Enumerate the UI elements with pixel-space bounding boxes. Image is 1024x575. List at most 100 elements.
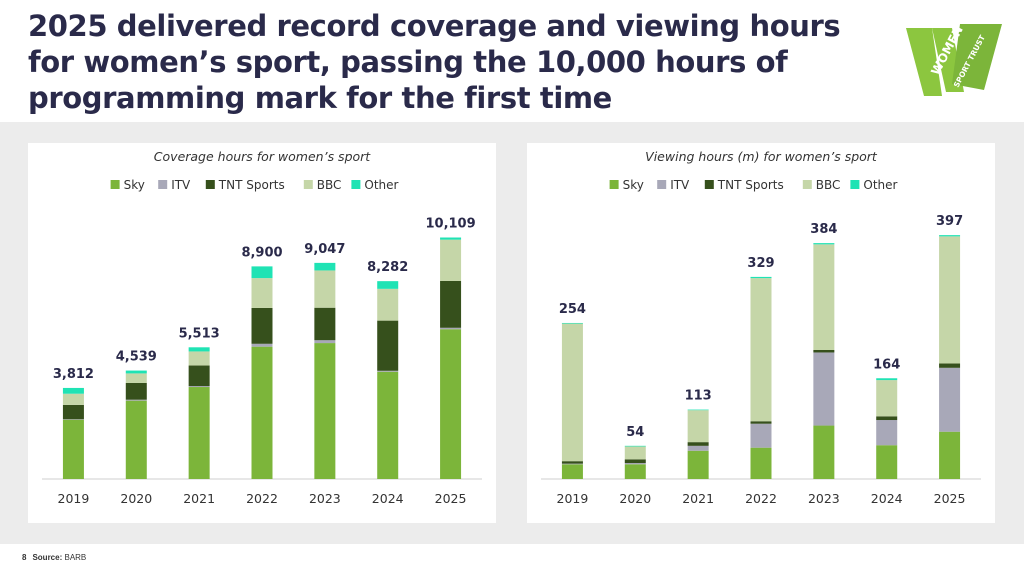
bar-other-2024 (876, 378, 898, 381)
legend-label-itv: ITV (670, 178, 690, 192)
bar-itv-2020 (125, 399, 147, 401)
bar-sky-2023 (813, 425, 835, 479)
bar-sky-2021 (188, 387, 210, 479)
x-tick-label-2022: 2022 (745, 491, 777, 506)
bar-sky-2019 (62, 419, 84, 479)
bar-sky-2020 (624, 464, 646, 479)
source-label: Source: (32, 553, 63, 562)
bar-tnt-sports-2021 (188, 365, 210, 387)
legend-swatch-sky (609, 180, 619, 189)
bar-other-2019 (62, 387, 84, 394)
bar-other-2019 (561, 322, 583, 324)
legend-swatch-bbc (303, 180, 313, 189)
total-label-2021: 5,513 (179, 326, 220, 341)
x-tick-label-2023: 2023 (309, 491, 341, 506)
x-tick-label-2020: 2020 (619, 491, 651, 506)
bar-sky-2022 (251, 346, 273, 479)
legend-swatch-other (351, 180, 361, 189)
bar-tnt-sports-2021 (687, 442, 709, 446)
total-label-2020: 4,539 (116, 350, 157, 365)
bar-sky-2019 (561, 464, 583, 479)
bar-bbc-2021 (188, 351, 210, 366)
chart-legend: Sky ITV TNT Sports BBC Other (609, 178, 898, 192)
bar-sky-2024 (876, 445, 898, 479)
bar-other-2025 (939, 235, 961, 237)
total-label-2024: 8,282 (367, 260, 408, 275)
bar-itv-2019 (561, 463, 583, 465)
x-tick-label-2025: 2025 (435, 491, 467, 506)
legend-label-other: Other (364, 178, 398, 192)
chart-legend: Sky ITV TNT Sports BBC Other (110, 178, 399, 192)
bar-tnt-sports-2020 (125, 382, 147, 400)
legend-swatch-itv (158, 180, 168, 189)
bar-itv-2022 (750, 423, 772, 448)
bar-tnt-sports-2025 (440, 280, 462, 328)
bar-other-2023 (314, 262, 336, 271)
source-value: BARB (64, 553, 87, 562)
x-tick-label-2020: 2020 (120, 491, 152, 506)
bar-itv-2021 (687, 445, 709, 451)
legend-swatch-itv (657, 180, 667, 189)
logo-shape-right (952, 24, 1002, 90)
legend-label-itv: ITV (171, 178, 191, 192)
bar-tnt-sports-2022 (750, 421, 772, 424)
bar-bbc-2023 (813, 244, 835, 350)
legend-swatch-bbc (802, 180, 812, 189)
bar-itv-2024 (377, 370, 399, 372)
chart-title: Viewing hours (m) for women’s sport (645, 149, 878, 164)
bar-bbc-2024 (876, 380, 898, 417)
bar-other-2023 (813, 243, 835, 245)
bar-itv-2020 (624, 463, 646, 465)
bar-bbc-2020 (624, 446, 646, 460)
logo-shape-left (906, 28, 942, 96)
bar-sky-2025 (440, 329, 462, 479)
bar-itv-2021 (188, 386, 210, 388)
legend-label-sky: Sky (623, 178, 644, 192)
bar-other-2022 (750, 276, 772, 279)
bar-tnt-sports-2024 (876, 416, 898, 421)
bar-sky-2024 (377, 371, 399, 479)
x-tick-label-2019: 2019 (557, 491, 589, 506)
bar-tnt-sports-2022 (251, 307, 273, 344)
legend-swatch-other (850, 180, 860, 189)
x-tick-label-2021: 2021 (682, 491, 714, 506)
bar-tnt-sports-2019 (561, 461, 583, 464)
footer: 8 Source: BARB (22, 553, 86, 562)
x-tick-label-2024: 2024 (372, 491, 404, 506)
bar-sky-2021 (687, 450, 709, 479)
bar-other-2024 (377, 281, 399, 289)
bar-bbc-2020 (125, 373, 147, 383)
bar-sky-2023 (314, 343, 336, 479)
total-label-2025: 10,109 (425, 217, 475, 232)
bar-itv-2023 (813, 352, 835, 426)
x-tick-label-2021: 2021 (183, 491, 215, 506)
total-label-2025: 397 (936, 214, 963, 229)
bar-other-2021 (188, 347, 210, 352)
total-label-2023: 9,047 (304, 242, 345, 257)
coverage-chart-panel: Coverage hours for women’s sport Sky ITV TN… (28, 143, 496, 523)
coverage-hours-chart: Coverage hours for women’s sport Sky ITV TN… (42, 149, 482, 506)
bar-bbc-2025 (440, 239, 462, 281)
bar-tnt-sports-2020 (624, 459, 646, 464)
womens-sport-trust-logo: WOMEN’S SPORT TRUST (906, 18, 1002, 96)
bar-other-2022 (251, 266, 273, 279)
total-label-2023: 384 (810, 222, 837, 237)
bar-tnt-sports-2019 (62, 404, 84, 420)
bar-bbc-2025 (939, 236, 961, 364)
bar-itv-2024 (876, 420, 898, 446)
total-label-2019: 254 (559, 302, 586, 317)
legend-label-tnt-sports: TNT Sports (218, 178, 285, 192)
bar-tnt-sports-2023 (314, 307, 336, 341)
bar-bbc-2024 (377, 288, 399, 321)
bar-bbc-2019 (561, 323, 583, 462)
total-label-2024: 164 (873, 357, 900, 372)
bar-sky-2022 (750, 447, 772, 479)
total-label-2020: 54 (626, 425, 644, 440)
x-tick-label-2023: 2023 (808, 491, 840, 506)
page-title: 2025 delivered record coverage and viewi… (28, 9, 841, 115)
legend-swatch-sky (110, 180, 120, 189)
bar-bbc-2021 (687, 410, 709, 443)
bar-itv-2025 (939, 367, 961, 432)
bar-bbc-2023 (314, 270, 336, 308)
bar-itv-2022 (251, 343, 273, 347)
